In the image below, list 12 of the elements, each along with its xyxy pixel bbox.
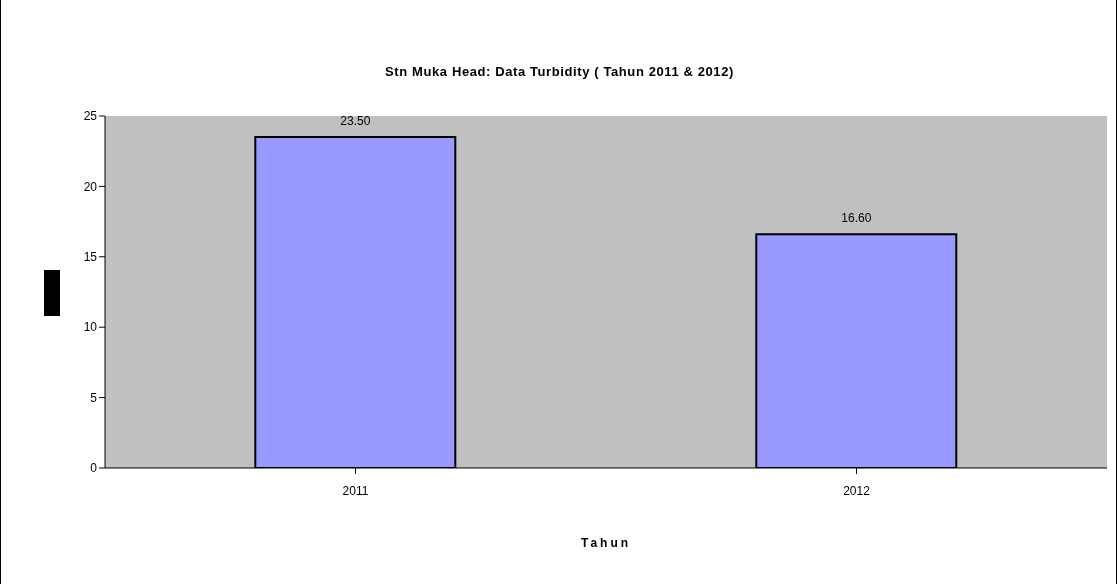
x-axis-title: Tahun bbox=[580, 535, 632, 550]
y-tick-label: 20 bbox=[83, 179, 98, 194]
y-tick-label: 25 bbox=[83, 109, 98, 124]
data-label: 23.50 bbox=[340, 114, 371, 129]
x-tick-label: 2012 bbox=[843, 483, 871, 498]
y-tick-label: 15 bbox=[83, 250, 98, 265]
y-tick-label: 10 bbox=[83, 320, 98, 335]
y-tick-label: 0 bbox=[90, 461, 98, 476]
x-tick-label: 2011 bbox=[342, 483, 369, 498]
chart-title: Stn Muka Head: Data Turbidity ( Tahun 2011 & 2012) bbox=[384, 64, 735, 79]
y-tick-label: 5 bbox=[90, 390, 98, 405]
data-label: 16.60 bbox=[841, 211, 872, 226]
